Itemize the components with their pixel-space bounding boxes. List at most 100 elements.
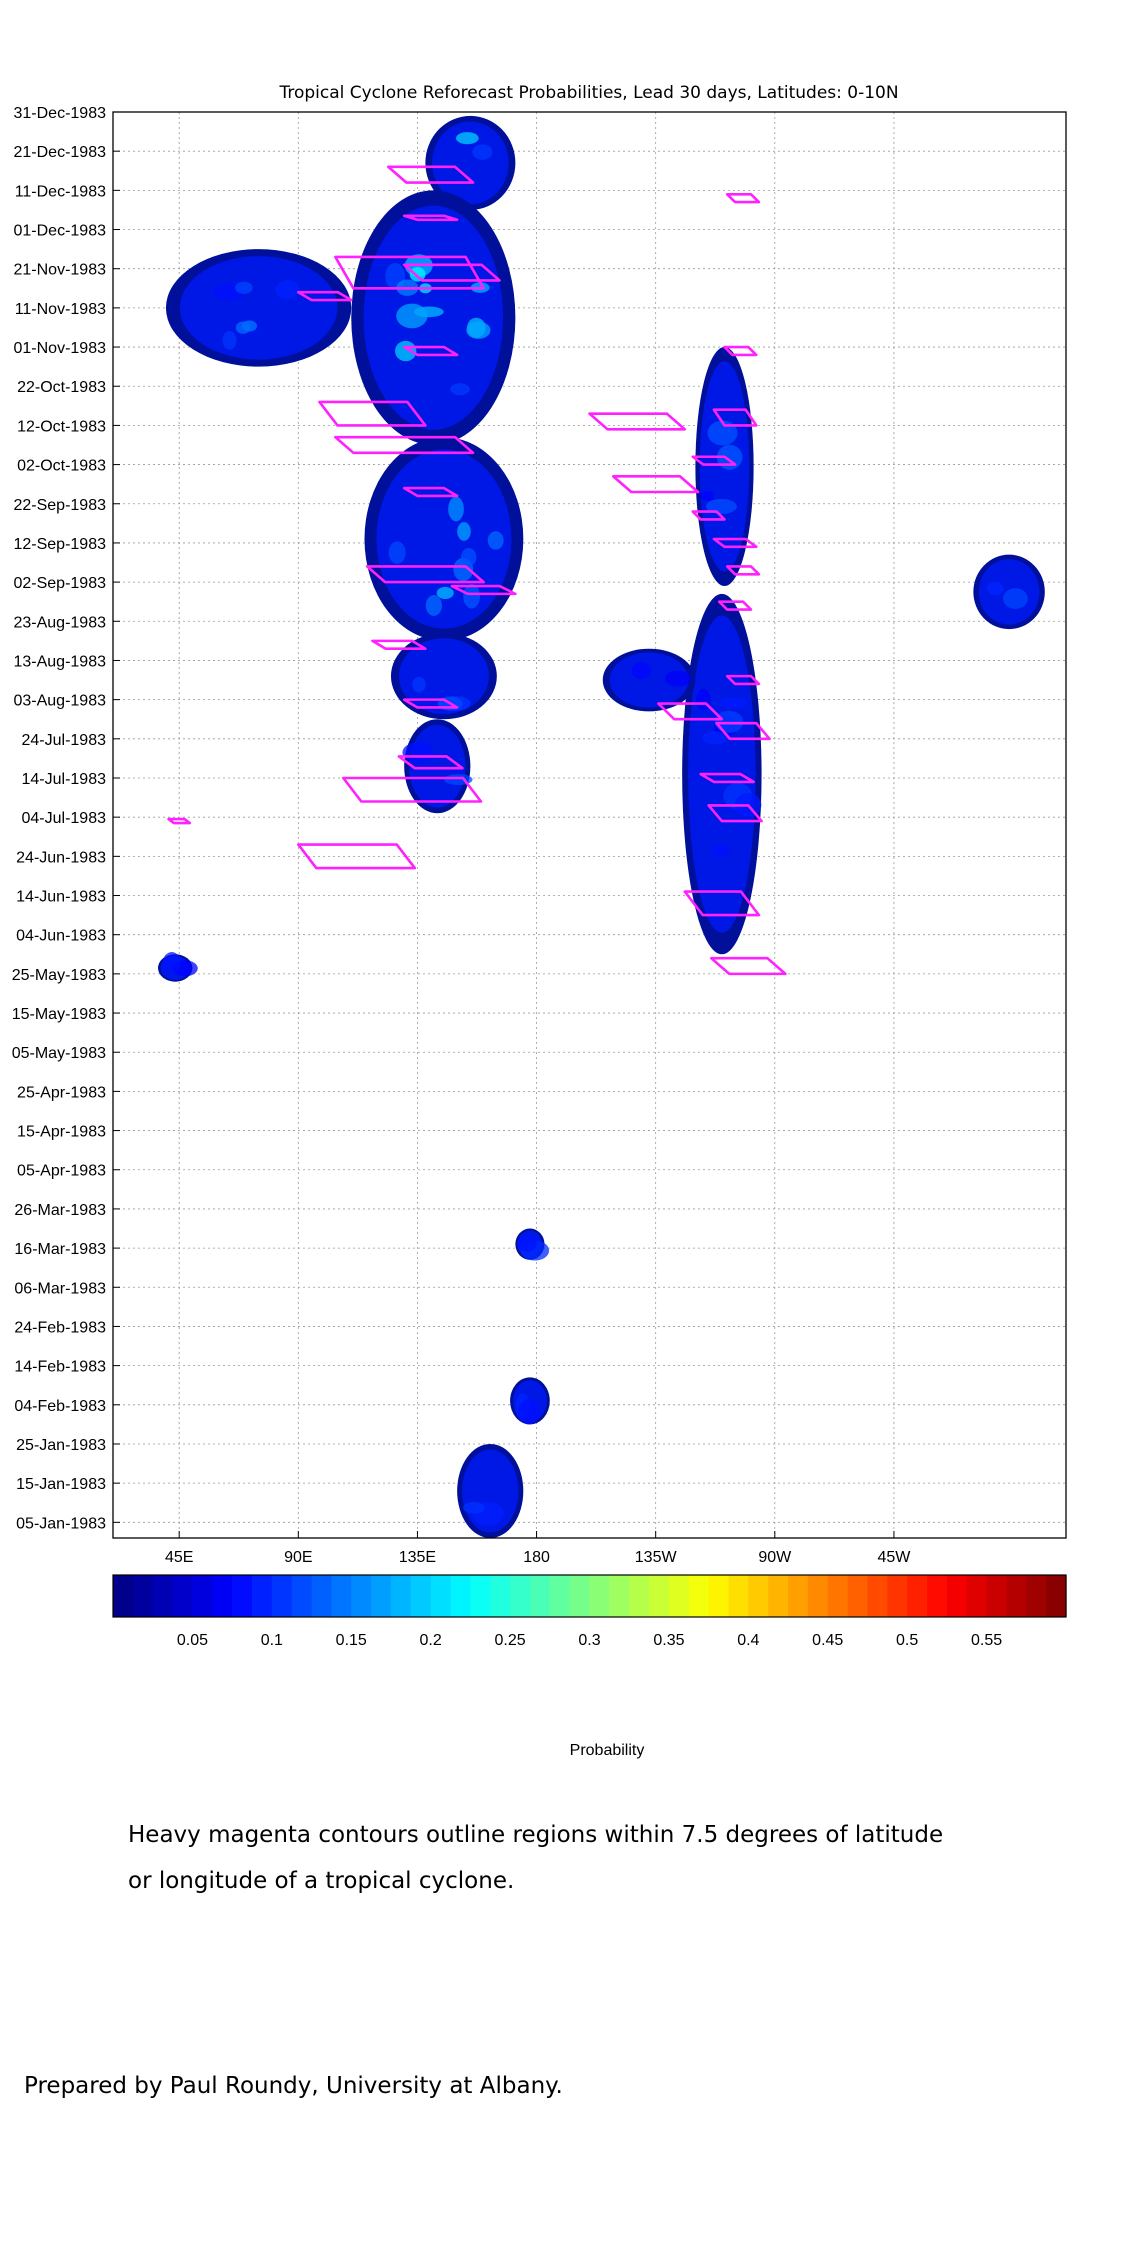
probability-region-core [409, 724, 466, 808]
colorbar-cell [649, 1575, 670, 1617]
probability-spot [1002, 588, 1028, 609]
y-tick-label: 21-Dec-1983 [14, 144, 107, 161]
y-axis: 05-Jan-1983 15-Jan-1983 25-Jan-1983 04-Feb-… [12, 105, 120, 1532]
probability-region-core [363, 205, 504, 430]
probability-spot [466, 321, 491, 339]
cyclone-contour [342, 776, 483, 803]
cyclone-contour [683, 890, 761, 917]
probability-spot [396, 303, 428, 329]
cyclone-contour [402, 214, 459, 222]
cyclone-contour [450, 584, 517, 596]
probability-spot [631, 661, 652, 680]
cyclone-contour [402, 345, 459, 357]
probability-spot [275, 280, 300, 300]
cyclone-contour [365, 565, 485, 584]
y-tick-label: 01-Dec-1983 [14, 223, 107, 240]
credit-text: Prepared by Paul Roundy, University at A… [24, 2073, 563, 2099]
y-tick-label: 02-Sep-1983 [13, 575, 106, 592]
probability-spot [719, 697, 748, 709]
cyclone-contours [167, 165, 787, 976]
x-tick-label: 45E [165, 1549, 193, 1566]
probability-spot [707, 420, 738, 446]
probability-region-core [609, 652, 689, 708]
y-tick-label: 25-Apr-1983 [17, 1084, 106, 1101]
probability-spot [425, 595, 442, 616]
y-tick-label: 05-Apr-1983 [17, 1163, 106, 1180]
colorbar-cell [946, 1575, 968, 1617]
cyclone-contour [712, 408, 758, 427]
probability-spot [448, 496, 464, 522]
cyclone-contour [699, 772, 755, 784]
probability-spot [409, 267, 426, 282]
colorbar-cell [1026, 1575, 1047, 1617]
colorbar-cell [351, 1575, 372, 1617]
colorbar-cell [847, 1575, 869, 1617]
y-tick-label: 01-Nov-1983 [14, 340, 107, 357]
cyclone-contour [402, 698, 459, 709]
colorbar-cell [212, 1575, 233, 1617]
probability-spot [235, 321, 251, 334]
colorbar-cell [490, 1575, 511, 1617]
y-tick-label: 05-Jan-1983 [16, 1515, 106, 1532]
colorbar-tick-label: 0.1 [261, 1632, 283, 1649]
colorbar-cell [113, 1575, 134, 1617]
colorbar-cell [927, 1575, 948, 1617]
probability-spot [412, 676, 426, 693]
y-tick-label: 14-Feb-1983 [14, 1359, 106, 1376]
colorbar-cell [271, 1575, 293, 1617]
y-tick-label: 23-Aug-1983 [13, 614, 106, 631]
cyclone-contour [297, 843, 417, 870]
cyclone-contour [334, 435, 475, 455]
y-tick-label: 31-Dec-1983 [14, 105, 107, 122]
cyclone-contour [402, 486, 459, 498]
probability-spot [699, 490, 715, 501]
probability-region-core [179, 256, 338, 360]
colorbar-cell [768, 1575, 789, 1617]
colorbar-tick-label: 0.5 [896, 1632, 918, 1649]
plot-frame [112, 111, 1067, 1539]
y-tick-label: 16-Mar-1983 [14, 1241, 106, 1258]
probability-spot [517, 1235, 537, 1252]
x-axis: 45E 90E 135E 180 135W 90W 45W [165, 1531, 911, 1566]
y-tick-label: 26-Mar-1983 [14, 1202, 106, 1219]
cyclone-contour [715, 721, 771, 741]
probability-spot [450, 383, 470, 396]
colorbar-cell [907, 1575, 928, 1617]
y-tick-label: 24-Feb-1983 [14, 1319, 106, 1336]
probability-spot [705, 498, 737, 515]
cyclone-contour [725, 674, 761, 686]
probability-spot [457, 522, 471, 541]
x-tick-label: 135E [399, 1549, 436, 1566]
colorbar-cell [807, 1575, 829, 1617]
cyclone-contour [709, 956, 787, 976]
y-tick-label: 22-Sep-1983 [13, 497, 106, 514]
cyclone-contour [167, 817, 192, 825]
colorbar-tick-label: 0.45 [812, 1632, 843, 1649]
colorbar-cell [668, 1575, 690, 1617]
probability-spot [436, 586, 454, 600]
colorbar-cell [430, 1575, 452, 1617]
colorbar-tick-label: 0.35 [653, 1632, 684, 1649]
y-tick-label: 02-Oct-1983 [17, 458, 106, 475]
colorbar-cell [232, 1575, 253, 1617]
contour-note-line2: or longitude of a tropical cyclone. [128, 1868, 515, 1894]
colorbar-cell [291, 1575, 313, 1617]
cyclone-contour [297, 290, 353, 302]
colorbar-cell [609, 1575, 630, 1617]
y-tick-label: 13-Aug-1983 [13, 653, 106, 670]
probability-spot [462, 1501, 485, 1514]
colorbar-cell [192, 1575, 213, 1617]
probability-spot [472, 144, 493, 160]
cyclone-contour [725, 192, 761, 204]
colorbar-tick-label: 0.05 [177, 1632, 208, 1649]
y-tick-label: 22-Oct-1983 [17, 379, 106, 396]
cyclone-contour [334, 255, 485, 290]
cyclone-contour [387, 165, 475, 184]
colorbar-cell [569, 1575, 591, 1617]
probability-spot [712, 844, 730, 857]
y-tick-label: 04-Jun-1983 [16, 928, 106, 945]
probability-spot [714, 710, 744, 733]
colorbar-tick-label: 0.25 [495, 1632, 526, 1649]
contour-note-line1: Heavy magenta contours outline regions w… [128, 1822, 944, 1848]
